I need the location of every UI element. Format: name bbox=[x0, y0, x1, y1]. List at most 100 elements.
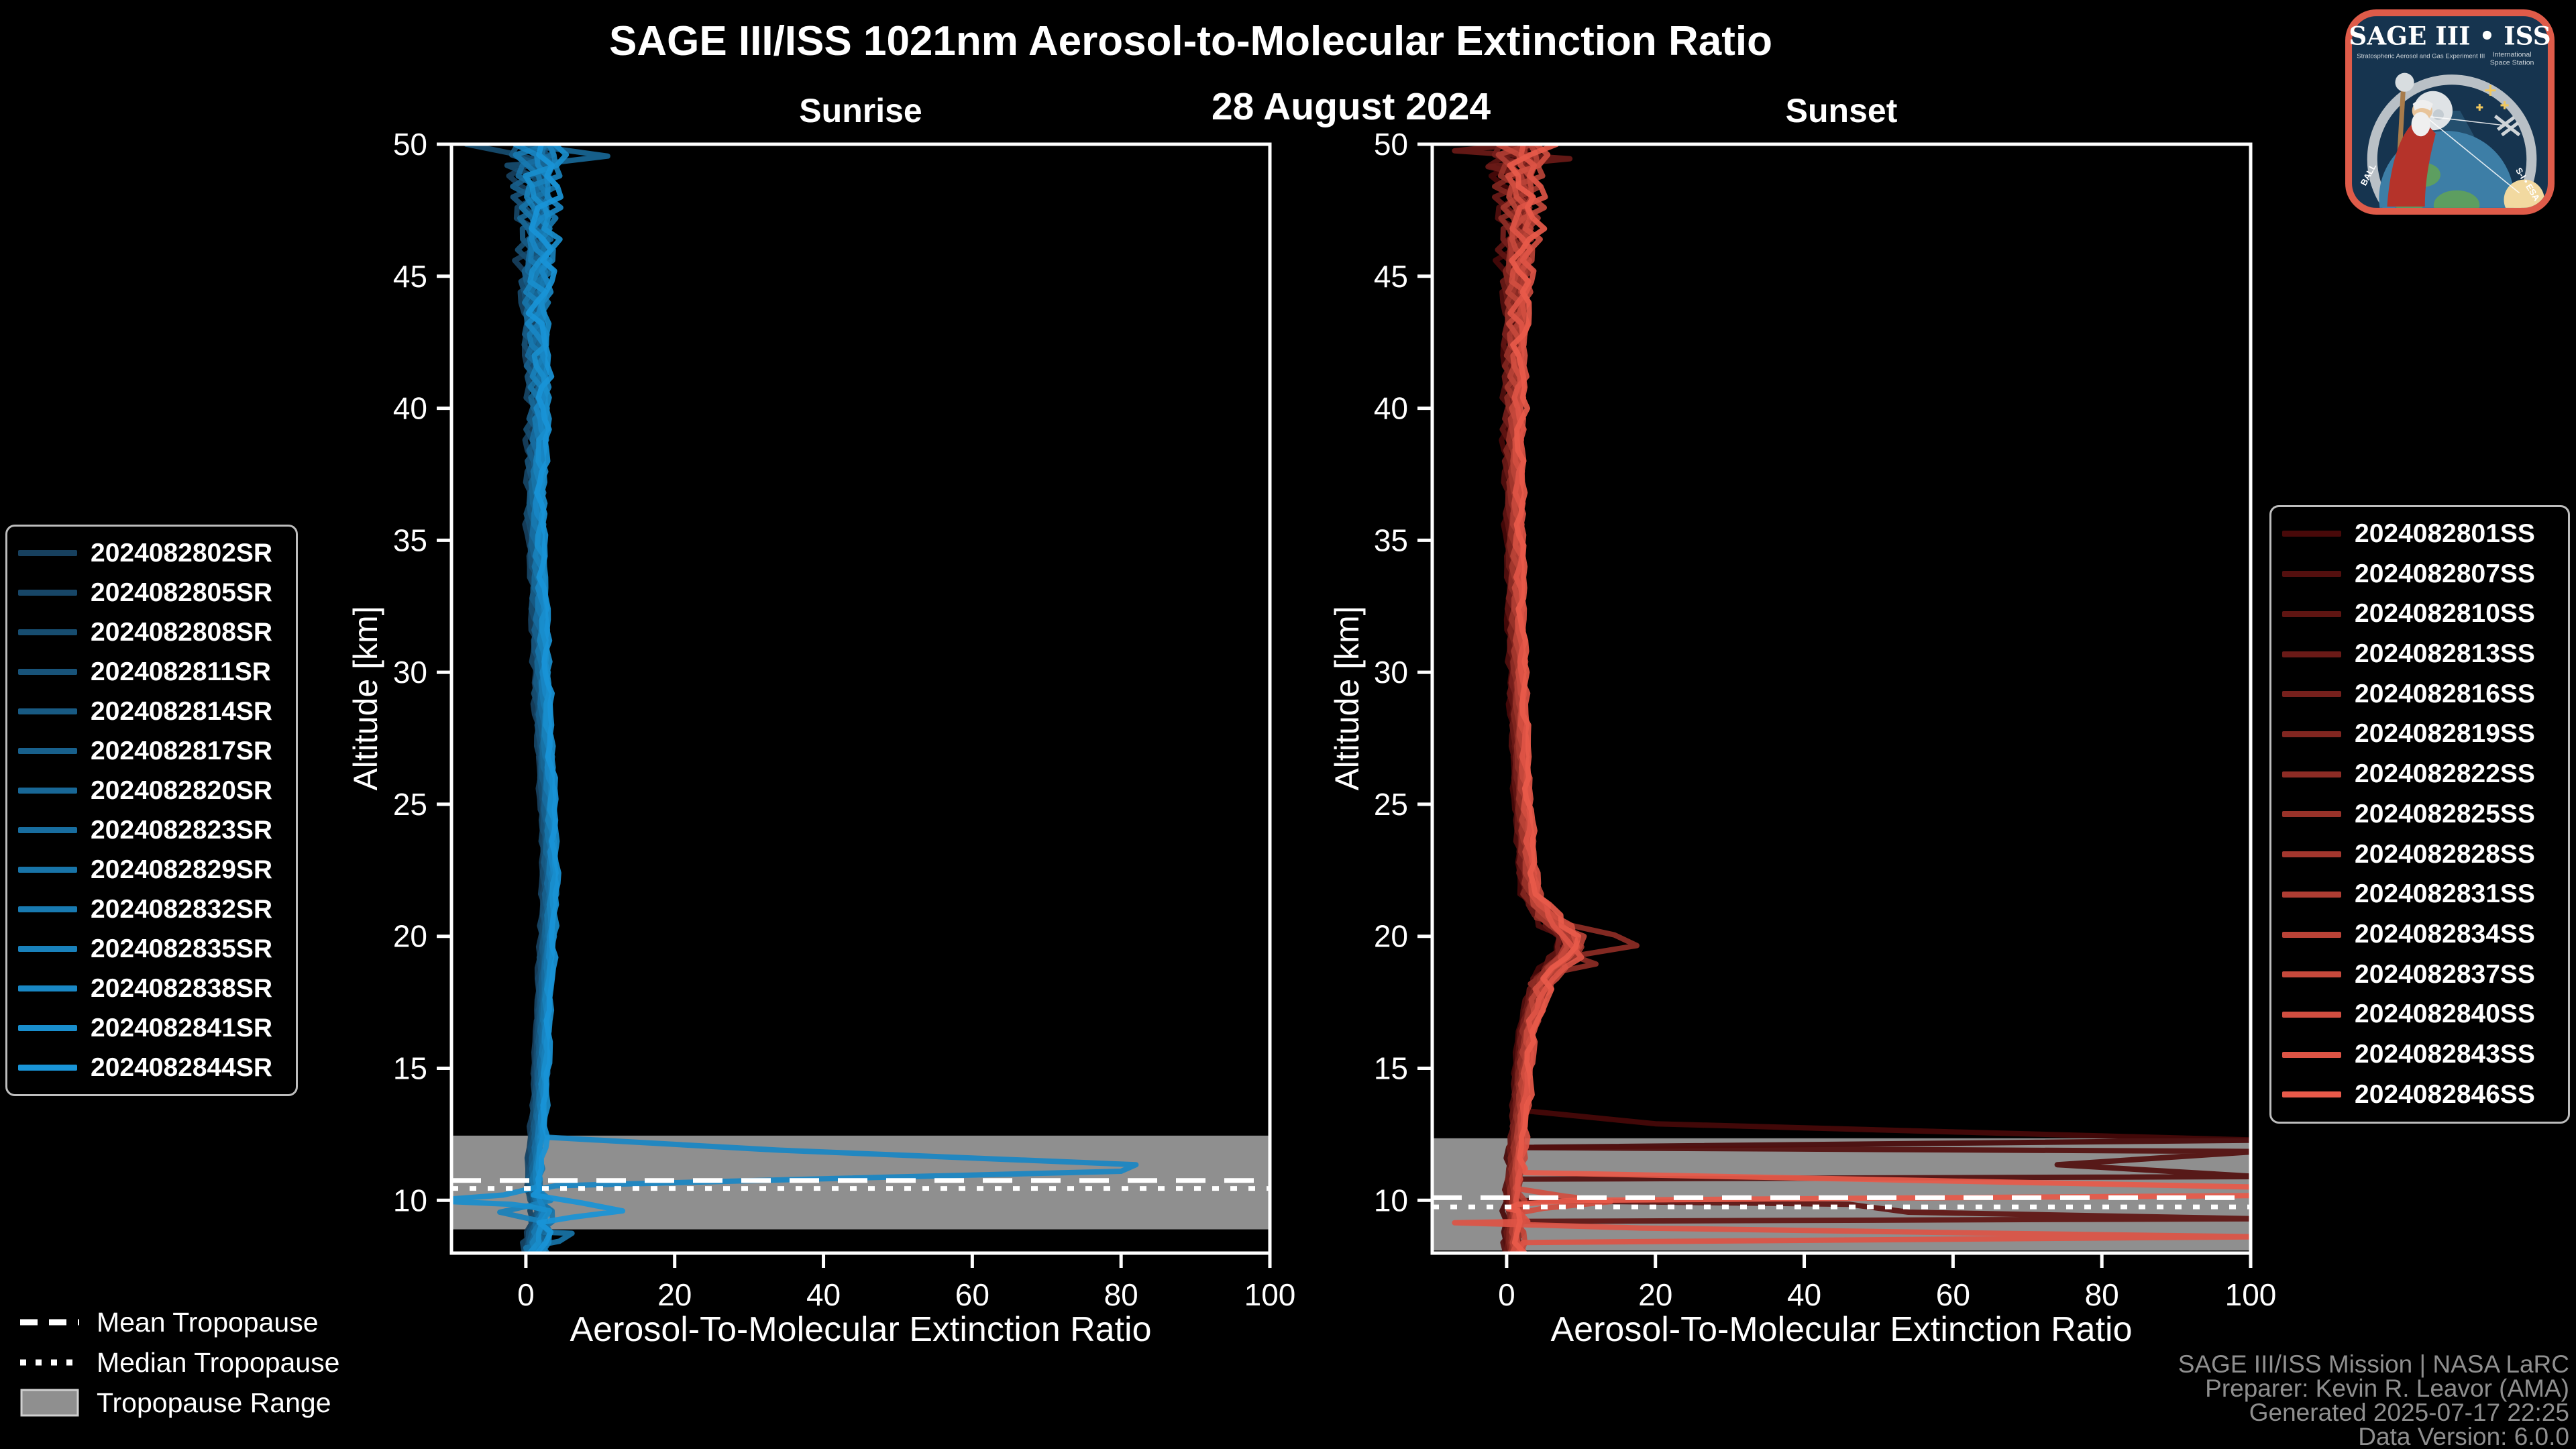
sunset-x-tick-label: 40 bbox=[1787, 1277, 1821, 1312]
legend-item-2024082831SS: 2024082831SS bbox=[2282, 875, 2557, 914]
legend-item-label: 2024082820SR bbox=[91, 775, 273, 805]
legend-item-2024082813SS: 2024082813SS bbox=[2282, 635, 2557, 674]
series-line-2024082807SS bbox=[1495, 144, 2251, 1253]
legend-line-sample-icon bbox=[18, 550, 77, 556]
legend-item-2024082816SS: 2024082816SS bbox=[2282, 674, 2557, 714]
page-title: SAGE III/ISS 1021nm Aerosol-to-Molecular… bbox=[608, 18, 1773, 64]
sunrise-panel-title: Sunrise bbox=[799, 92, 922, 129]
footer-credits: SAGE III/ISS Mission | NASA LaRC Prepare… bbox=[2178, 1352, 2569, 1449]
legend-line-sample-icon bbox=[18, 946, 77, 952]
sunrise-x-tick-label: 100 bbox=[1244, 1277, 1296, 1312]
sunset-x-axis-label: Aerosol-To-Molecular Extinction Ratio bbox=[1550, 1310, 2133, 1349]
series-line-2024082838SR bbox=[512, 144, 1139, 1253]
legend-item-label: 2024082832SR bbox=[91, 894, 273, 924]
legend-line-sample-icon bbox=[18, 708, 77, 714]
sunrise-legend: 2024082802SR 2024082805SR 2024082808SR 2024… bbox=[5, 525, 298, 1096]
legend-item-label: 2024082801SS bbox=[2355, 519, 2535, 548]
legend-item-label: 2024082816SS bbox=[2355, 679, 2535, 708]
footer-mission: SAGE III/ISS Mission | NASA LaRC bbox=[2178, 1350, 2569, 1378]
legend-line-sample-icon bbox=[2282, 811, 2341, 818]
legend-line-sample-icon bbox=[2282, 891, 2341, 898]
legend-line-sample-icon bbox=[18, 1025, 77, 1031]
legend-line-sample-icon bbox=[18, 590, 77, 596]
legend-item-2024082846SS: 2024082846SS bbox=[2282, 1075, 2557, 1114]
legend-line-sample-icon bbox=[18, 1065, 77, 1071]
legend-item-label: 2024082802SR bbox=[91, 538, 273, 568]
legend-line-sample-icon bbox=[2282, 651, 2341, 657]
legend-item-label: 2024082838SR bbox=[91, 973, 273, 1003]
figure-date: 28 August 2024 bbox=[1211, 85, 1491, 128]
legend-item-2024082825SS: 2024082825SS bbox=[2282, 794, 2557, 834]
sunrise-x-tick-label: 80 bbox=[1104, 1277, 1138, 1312]
mean-tropopause-dashed-line-icon bbox=[20, 1318, 79, 1327]
legend-item-2024082817SR: 2024082817SR bbox=[18, 731, 285, 771]
legend-item-2024082829SR: 2024082829SR bbox=[18, 850, 285, 890]
footer-data-version: Data Version: 6.0.0 bbox=[2358, 1423, 2569, 1449]
sunset-y-tick-label: 45 bbox=[1374, 259, 1408, 294]
legend-item-label: 2024082805SR bbox=[91, 578, 273, 607]
legend-line-sample-icon bbox=[18, 748, 77, 754]
legend-line-sample-icon bbox=[18, 669, 77, 675]
sunset-x-tick-label: 0 bbox=[1498, 1277, 1515, 1312]
sunset-x-tick-label: 20 bbox=[1638, 1277, 1672, 1312]
series-line-2024082810SS bbox=[1487, 144, 2251, 1253]
sunrise-y-tick-label: 40 bbox=[393, 391, 427, 426]
logo-subtitle-right-2: Space Station bbox=[2490, 59, 2534, 67]
series-line-2024082801SS bbox=[1488, 144, 2251, 1253]
sunrise-y-tick-label: 25 bbox=[393, 787, 427, 822]
tropopause-legend: Mean Tropopause Median Tropopause Tropop… bbox=[20, 1307, 339, 1418]
sunset-x-tick-label: 60 bbox=[1936, 1277, 1970, 1312]
legend-line-sample-icon bbox=[18, 985, 77, 991]
legend-item-label: 2024082834SS bbox=[2355, 920, 2535, 949]
legend-line-sample-icon bbox=[2282, 1051, 2341, 1058]
legend-item-2024082834SS: 2024082834SS bbox=[2282, 915, 2557, 955]
legend-item-2024082832SR: 2024082832SR bbox=[18, 890, 285, 929]
footer-generated: Generated 2025-07-17 22:25 bbox=[2249, 1399, 2569, 1426]
sunrise-y-tick-label: 10 bbox=[393, 1183, 427, 1218]
logo-subtitle-left: Stratospheric Aerosol and Gas Experiment… bbox=[2357, 52, 2485, 60]
legend-line-sample-icon bbox=[18, 788, 77, 794]
sunset-y-tick-label: 40 bbox=[1374, 391, 1408, 426]
legend-item-label: 2024082817SR bbox=[91, 736, 273, 765]
legend-item-label: 2024082831SS bbox=[2355, 879, 2535, 909]
sunset-x-tick-label: 100 bbox=[2225, 1277, 2277, 1312]
sunset-axes-frame bbox=[1430, 142, 2253, 1255]
sunset-y-tick-label: 20 bbox=[1374, 919, 1408, 954]
sunrise-axes-frame bbox=[449, 142, 1272, 1255]
legend-item-label: 2024082829SR bbox=[91, 855, 273, 884]
sunrise-y-tick-label: 30 bbox=[393, 655, 427, 690]
legend-item-label: 2024082819SS bbox=[2355, 719, 2535, 749]
logo-subtitle-right-1: International bbox=[2493, 50, 2532, 58]
median-tropopause-dotted-line-icon bbox=[20, 1358, 79, 1367]
sunset-x-tick-label: 80 bbox=[2085, 1277, 2119, 1312]
legend-line-sample-icon bbox=[18, 629, 77, 635]
legend-item-label: 2024082828SS bbox=[2355, 839, 2535, 869]
legend-line-sample-icon bbox=[2282, 531, 2341, 537]
legend-item-2024082843SS: 2024082843SS bbox=[2282, 1035, 2557, 1075]
mean-tropopause-label: Mean Tropopause bbox=[97, 1306, 319, 1338]
logo-wizard-icon bbox=[2387, 72, 2436, 207]
sunset-y-tick-label: 15 bbox=[1374, 1051, 1408, 1086]
legend-line-sample-icon bbox=[2282, 610, 2341, 617]
series-line-2024082846SS bbox=[1505, 144, 2251, 1253]
legend-item-2024082822SS: 2024082822SS bbox=[2282, 755, 2557, 794]
legend-item-label: 2024082841SR bbox=[91, 1013, 273, 1042]
legend-item-2024082837SS: 2024082837SS bbox=[2282, 955, 2557, 994]
legend-item-2024082808SR: 2024082808SR bbox=[18, 612, 285, 652]
legend-item-2024082835SR: 2024082835SR bbox=[18, 929, 285, 969]
legend-line-sample-icon bbox=[2282, 971, 2341, 978]
legend-item-label: 2024082837SS bbox=[2355, 959, 2535, 989]
logo-stars-icon bbox=[2476, 85, 2509, 111]
legend-item-2024082838SR: 2024082838SR bbox=[18, 969, 285, 1008]
legend-item-label: 2024082807SS bbox=[2355, 559, 2535, 588]
legend-item-2024082811SR: 2024082811SR bbox=[18, 652, 285, 692]
logo-sun-icon bbox=[2504, 179, 2544, 208]
median-tropopause-legend-item: Median Tropopause bbox=[20, 1347, 339, 1378]
legend-line-sample-icon bbox=[2282, 691, 2341, 698]
tropopause-range-patch-icon bbox=[20, 1389, 79, 1417]
logo-orbit-ring-icon bbox=[2367, 74, 2537, 208]
sunrise-x-axis-label: Aerosol-To-Molecular Extinction Ratio bbox=[570, 1310, 1152, 1349]
sunset-y-tick-label: 25 bbox=[1374, 787, 1408, 822]
legend-item-2024082801SS: 2024082801SS bbox=[2282, 514, 2557, 553]
legend-item-2024082807SS: 2024082807SS bbox=[2282, 554, 2557, 594]
